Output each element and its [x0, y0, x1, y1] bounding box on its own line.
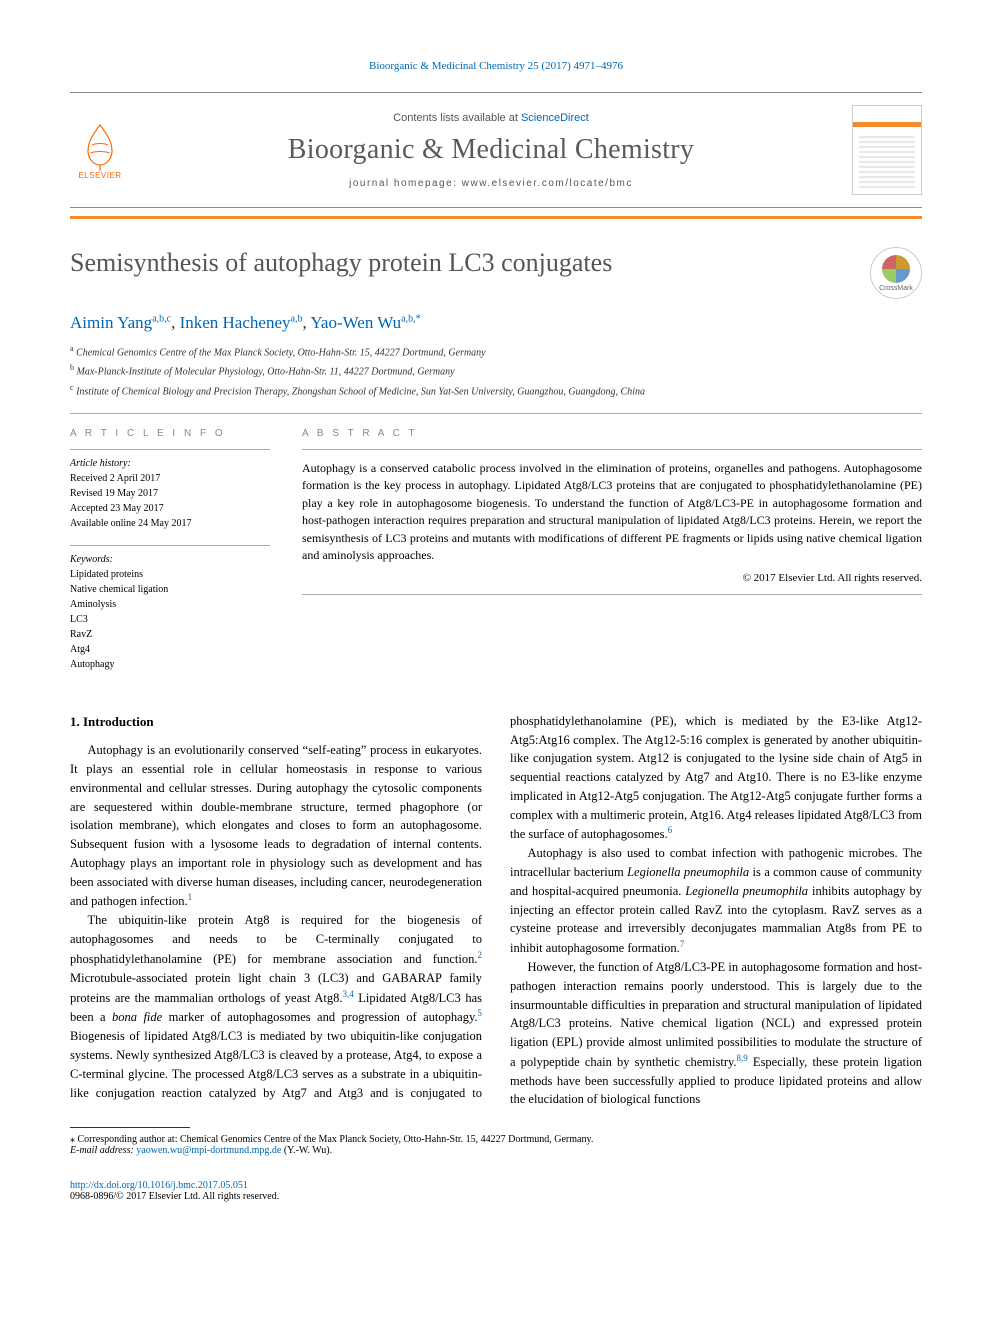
affiliation: c Institute of Chemical Biology and Prec…: [70, 382, 922, 399]
keyword: Lipidated proteins: [70, 567, 270, 582]
doi-block: http://dx.doi.org/10.1016/j.bmc.2017.05.…: [70, 1180, 922, 1202]
authors-line: Aimin Yanga,b,c, Inken Hacheneya,b, Yao-…: [70, 313, 922, 333]
crossmark-icon: [882, 255, 910, 283]
citation-ref[interactable]: 3,4: [342, 989, 353, 999]
keyword: Autophagy: [70, 657, 270, 672]
history-label: Article history:: [70, 458, 270, 469]
running-header: Bioorganic & Medicinal Chemistry 25 (201…: [70, 60, 922, 72]
homepage-line: journal homepage: www.elsevier.com/locat…: [148, 178, 834, 189]
article-info-heading: A R T I C L E I N F O: [70, 428, 270, 439]
keyword: Aminolysis: [70, 597, 270, 612]
keyword: LC3: [70, 612, 270, 627]
doi-link[interactable]: http://dx.doi.org/10.1016/j.bmc.2017.05.…: [70, 1180, 248, 1191]
author[interactable]: Aimin Yanga,b,c: [70, 313, 171, 332]
abstract-column: A B S T R A C T Autophagy is a conserved…: [302, 428, 922, 672]
keyword: Atg4: [70, 642, 270, 657]
email-line: E-mail address: yaowen.wu@mpi-dortmund.m…: [70, 1145, 922, 1156]
abstract-copyright: © 2017 Elsevier Ltd. All rights reserved…: [302, 572, 922, 584]
citation-ref[interactable]: 5: [478, 1008, 483, 1018]
keywords-label: Keywords:: [70, 554, 270, 565]
publisher-label: ELSEVIER: [78, 171, 121, 180]
author[interactable]: Inken Hacheneya,b: [180, 313, 303, 332]
crossmark-label: CrossMark: [879, 285, 913, 292]
corresponding-note: ⁎ Corresponding author at: Chemical Geno…: [70, 1134, 922, 1145]
journal-name: Bioorganic & Medicinal Chemistry: [148, 134, 834, 166]
history-item: Available online 24 May 2017: [70, 516, 270, 531]
article-info-column: A R T I C L E I N F O Article history: R…: [70, 428, 270, 672]
affiliations: a Chemical Genomics Centre of the Max Pl…: [70, 343, 922, 399]
intro-heading: 1. Introduction: [70, 712, 482, 732]
homepage-url[interactable]: www.elsevier.com/locate/bmc: [462, 178, 633, 189]
affiliation: a Chemical Genomics Centre of the Max Pl…: [70, 343, 922, 360]
article-title: Semisynthesis of autophagy protein LC3 c…: [70, 247, 850, 278]
citation-ref[interactable]: 8,9: [737, 1053, 748, 1063]
history-item: Revised 19 May 2017: [70, 486, 270, 501]
keyword: Native chemical ligation: [70, 582, 270, 597]
paragraph: Autophagy is an evolutionarily conserved…: [70, 741, 482, 911]
footnotes: ⁎ Corresponding author at: Chemical Geno…: [70, 1127, 922, 1156]
author[interactable]: Yao-Wen Wua,b,*: [310, 313, 420, 332]
elsevier-tree-icon: [78, 121, 122, 171]
divider: [70, 413, 922, 414]
contents-line: Contents lists available at ScienceDirec…: [148, 112, 834, 124]
email-link[interactable]: yaowen.wu@mpi-dortmund.mpg.de: [136, 1145, 281, 1156]
history-item: Accepted 23 May 2017: [70, 501, 270, 516]
affiliation: b Max-Planck-Institute of Molecular Phys…: [70, 362, 922, 379]
paragraph: However, the function of Atg8/LC3-PE in …: [510, 958, 922, 1109]
sciencedirect-link[interactable]: ScienceDirect: [521, 112, 589, 124]
citation-ref[interactable]: 7: [680, 939, 685, 949]
accent-rule: [70, 216, 922, 219]
crossmark-badge[interactable]: CrossMark: [870, 247, 922, 299]
history-item: Received 2 April 2017: [70, 471, 270, 486]
journal-cover-thumb[interactable]: [852, 105, 922, 195]
citation-ref[interactable]: 6: [668, 825, 673, 835]
journal-header: ELSEVIER Contents lists available at Sci…: [70, 92, 922, 208]
running-header-link[interactable]: Bioorganic & Medicinal Chemistry 25 (201…: [369, 60, 623, 72]
elsevier-logo[interactable]: ELSEVIER: [70, 115, 130, 185]
issn-copyright: 0968-0896/© 2017 Elsevier Ltd. All right…: [70, 1191, 279, 1202]
abstract-text: Autophagy is a conserved catabolic proce…: [302, 460, 922, 564]
paragraph: Autophagy is also used to combat infecti…: [510, 844, 922, 958]
abstract-heading: A B S T R A C T: [302, 428, 922, 439]
keyword: RavZ: [70, 627, 270, 642]
citation-ref[interactable]: 1: [188, 892, 193, 902]
body-text: 1. Introduction Autophagy is an evolutio…: [70, 712, 922, 1109]
citation-ref[interactable]: 2: [478, 950, 483, 960]
